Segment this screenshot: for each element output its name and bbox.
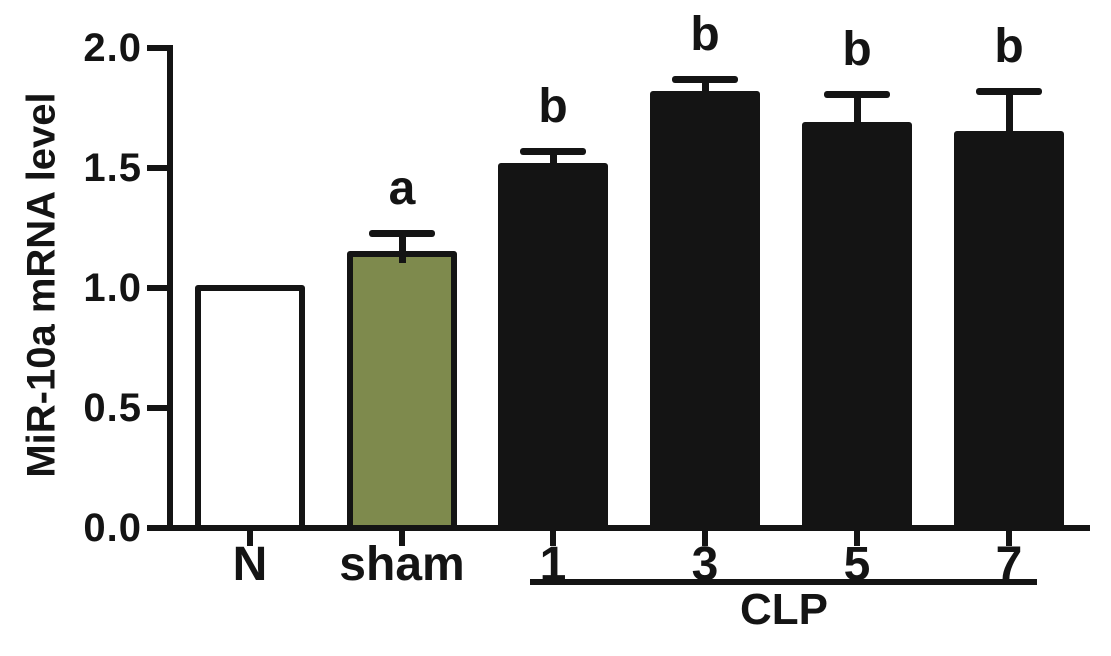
error-bar-cap bbox=[369, 229, 435, 237]
y-tick-mark bbox=[147, 525, 167, 531]
y-tick-mark bbox=[147, 45, 167, 51]
bar-sham bbox=[347, 251, 457, 531]
x-tick-mark bbox=[854, 531, 860, 546]
x-category-label: N bbox=[232, 538, 268, 591]
group-underline bbox=[530, 579, 1037, 585]
error-bar-stem bbox=[853, 95, 861, 134]
bar-3 bbox=[650, 90, 760, 531]
x-tick-mark bbox=[550, 531, 556, 546]
y-tick-label: 0.0 bbox=[83, 506, 142, 550]
error-bar-cap bbox=[520, 148, 586, 156]
x-tick-mark bbox=[247, 531, 253, 546]
error-bar-cap bbox=[824, 90, 890, 98]
y-tick-label: 0.5 bbox=[83, 386, 142, 430]
y-axis-line bbox=[167, 45, 173, 531]
error-bar-stem bbox=[398, 234, 406, 264]
x-category-label: sham bbox=[339, 538, 465, 591]
sig-label: b bbox=[994, 20, 1024, 74]
y-tick-label: 1.5 bbox=[83, 146, 142, 190]
bar-1 bbox=[498, 162, 608, 531]
bar-7 bbox=[954, 131, 1064, 531]
y-tick-label: 1.0 bbox=[83, 266, 142, 310]
sig-label: b bbox=[538, 80, 568, 134]
y-tick-mark bbox=[147, 165, 167, 171]
y-tick-label: 2.0 bbox=[83, 26, 142, 70]
error-bar-stem bbox=[549, 153, 557, 175]
x-tick-mark bbox=[399, 531, 405, 546]
x-tick-mark bbox=[702, 531, 708, 546]
group-label-clp: CLP bbox=[740, 585, 828, 634]
y-tick-mark bbox=[147, 405, 167, 411]
sig-label: b bbox=[842, 22, 872, 76]
bar-n bbox=[195, 285, 305, 531]
error-bar-cap bbox=[672, 76, 738, 84]
error-bar-stem bbox=[701, 81, 709, 103]
y-tick-mark bbox=[147, 285, 167, 291]
bar-5 bbox=[802, 121, 912, 531]
x-tick-mark bbox=[1006, 531, 1012, 546]
sig-label: b bbox=[690, 8, 720, 62]
sig-label: a bbox=[388, 161, 416, 215]
error-bar-cap bbox=[976, 88, 1042, 96]
x-axis-line bbox=[147, 525, 1090, 531]
error-bar-stem bbox=[1005, 93, 1013, 144]
